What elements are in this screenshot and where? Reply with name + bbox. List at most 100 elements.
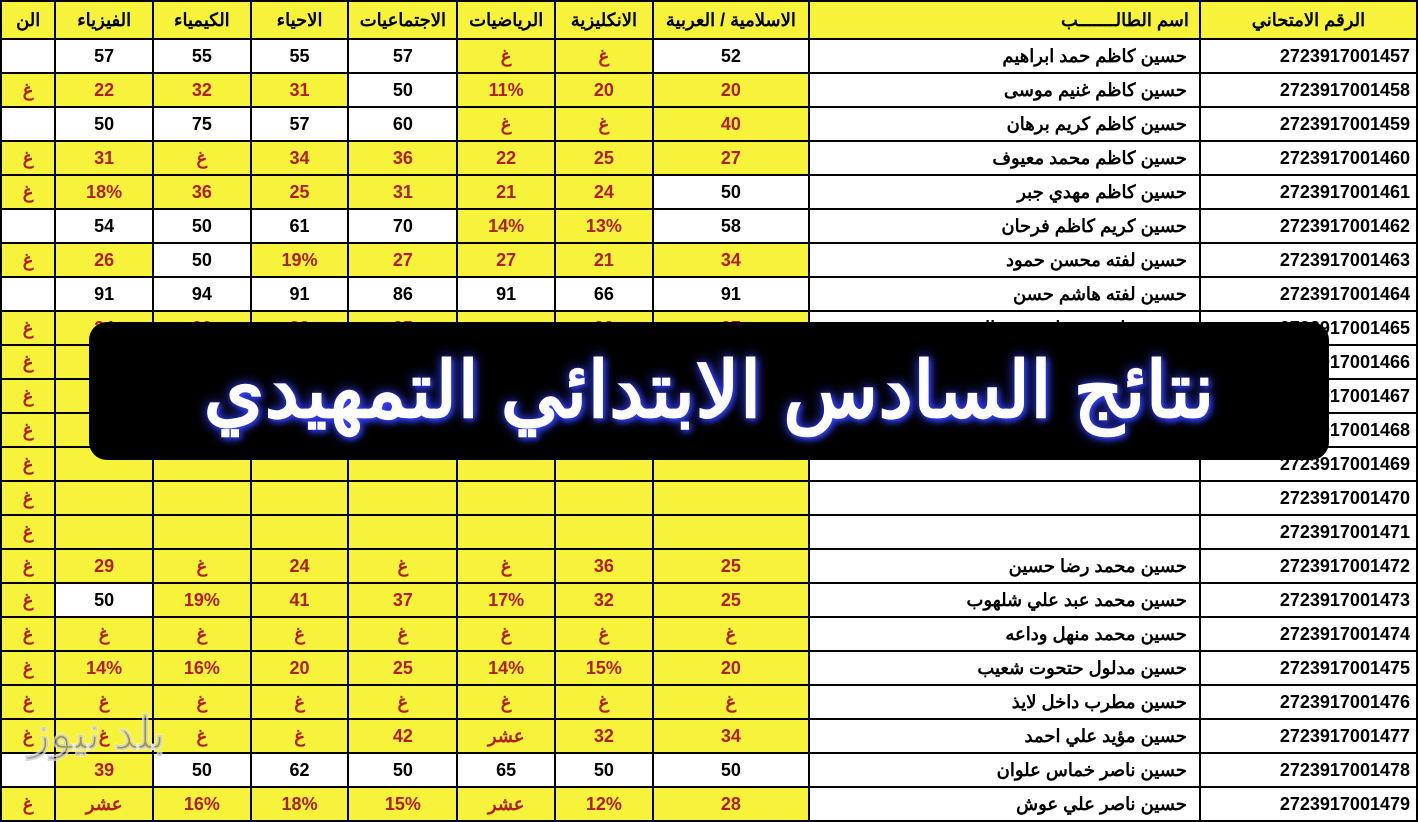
cell-score — [55, 481, 153, 515]
table-row: 2723917001476حسين مطرب داخل لايذغغغغغغغغ — [1, 685, 1417, 719]
cell-student-name: حسين محمد رضا حسين — [809, 549, 1200, 583]
cell-score: 50 — [55, 583, 153, 617]
cell-score: 50 — [153, 209, 251, 243]
cell-exam-no: 2723917001476 — [1200, 685, 1417, 719]
cell-score: 70 — [348, 209, 457, 243]
cell-score: غ — [653, 617, 809, 651]
cell-score: 20 — [555, 73, 653, 107]
cell-score: عشر — [457, 787, 555, 821]
cell-score: 21 — [457, 175, 555, 209]
cell-score: 16% — [153, 651, 251, 685]
cell-score: 34 — [251, 141, 349, 175]
cell-score: 60 — [348, 107, 457, 141]
table-row: 2723917001458حسين كاظم غنيم موسى202011%5… — [1, 73, 1417, 107]
cell-student-name: حسين مطرب داخل لايذ — [809, 685, 1200, 719]
table-row: 2723917001474حسين محمد منهل وداعهغغغغغغغ… — [1, 617, 1417, 651]
cell-score: 36 — [555, 549, 653, 583]
cell-score: 21 — [555, 243, 653, 277]
header-last: الن — [1, 1, 55, 39]
cell-score: 25 — [251, 175, 349, 209]
cell-score — [653, 515, 809, 549]
cell-score: غ — [653, 685, 809, 719]
cell-score: 55 — [251, 39, 349, 73]
cell-score: 20 — [653, 73, 809, 107]
header-english: الانكليزية — [555, 1, 653, 39]
cell-score: 50 — [153, 243, 251, 277]
header-physics: الفيزياء — [55, 1, 153, 39]
cell-score: 66 — [555, 277, 653, 311]
cell-score: 61 — [251, 209, 349, 243]
cell-score — [251, 515, 349, 549]
cell-score: غ — [251, 617, 349, 651]
cell-score: غ — [457, 107, 555, 141]
header-name: اسم الطالـــــــب — [809, 1, 1200, 39]
cell-exam-no: 2723917001474 — [1200, 617, 1417, 651]
cell-score: 31 — [251, 73, 349, 107]
cell-score: 25 — [653, 583, 809, 617]
cell-score: 50 — [653, 175, 809, 209]
table-row: 2723917001473حسين محمد عبد علي شلهوب2532… — [1, 583, 1417, 617]
cell-score: 40 — [653, 107, 809, 141]
cell-exam-no: 2723917001471 — [1200, 515, 1417, 549]
cell-score: 15% — [348, 787, 457, 821]
cell-score: 37 — [348, 583, 457, 617]
cell-score — [457, 515, 555, 549]
cell-score: 32 — [555, 583, 653, 617]
cell-score: غ — [1, 515, 55, 549]
cell-score: 57 — [348, 39, 457, 73]
cell-score: 65 — [457, 753, 555, 787]
cell-score: غ — [55, 617, 153, 651]
cell-score: 27 — [457, 243, 555, 277]
cell-score: 94 — [153, 277, 251, 311]
cell-score: 11% — [457, 73, 555, 107]
cell-exam-no: 2723917001460 — [1200, 141, 1417, 175]
cell-student-name: حسين كاظم حمد ابراهيم — [809, 39, 1200, 73]
table-row: 2723917001462حسين كريم كاظم فرحان5813%14… — [1, 209, 1417, 243]
cell-score: 91 — [457, 277, 555, 311]
cell-score: 50 — [153, 753, 251, 787]
cell-exam-no: 2723917001479 — [1200, 787, 1417, 821]
cell-score: 15% — [555, 651, 653, 685]
cell-score: غ — [1, 175, 55, 209]
cell-exam-no: 2723917001472 — [1200, 549, 1417, 583]
cell-exam-no: 2723917001470 — [1200, 481, 1417, 515]
cell-score: غ — [555, 39, 653, 73]
cell-score: 27 — [348, 243, 457, 277]
cell-score: غ — [555, 107, 653, 141]
cell-student-name: حسين محمد عبد علي شلهوب — [809, 583, 1200, 617]
cell-score: 26 — [55, 243, 153, 277]
cell-score: 36 — [153, 175, 251, 209]
cell-score: غ — [1, 345, 55, 379]
cell-score: 50 — [55, 107, 153, 141]
cell-score: غ — [1, 73, 55, 107]
cell-score: 91 — [251, 277, 349, 311]
table-row: 2723917001472حسين محمد رضا حسين2536غغ24غ… — [1, 549, 1417, 583]
cell-score: 25 — [653, 549, 809, 583]
cell-score: عشر — [55, 787, 153, 821]
cell-student-name: حسين لفته هاشم حسن — [809, 277, 1200, 311]
cell-student-name: حسين كاظم محمد معيوف — [809, 141, 1200, 175]
cell-exam-no: 2723917001461 — [1200, 175, 1417, 209]
cell-score — [153, 515, 251, 549]
cell-score: 28 — [653, 787, 809, 821]
cell-score — [653, 481, 809, 515]
cell-score: غ — [348, 685, 457, 719]
cell-score — [1, 107, 55, 141]
watermark: بلد نيوز — [28, 706, 166, 760]
cell-score: 14% — [457, 209, 555, 243]
cell-score: غ — [1, 243, 55, 277]
cell-score: غ — [1, 651, 55, 685]
table-header-row: الرقم الامتحاني اسم الطالـــــــب الاسلا… — [1, 1, 1417, 39]
header-math: الرياضيات — [457, 1, 555, 39]
cell-score: غ — [348, 617, 457, 651]
cell-score: 32 — [153, 73, 251, 107]
cell-score: 34 — [653, 243, 809, 277]
cell-student-name: حسين كاظم مهدي جبر — [809, 175, 1200, 209]
table-row: 2723917001471 غ — [1, 515, 1417, 549]
table-row: 2723917001464حسين لفته هاشم حسن916691869… — [1, 277, 1417, 311]
cell-exam-no: 2723917001459 — [1200, 107, 1417, 141]
cell-score: 12% — [555, 787, 653, 821]
cell-score: 19% — [153, 583, 251, 617]
cell-score: غ — [153, 141, 251, 175]
table-row: 2723917001477حسين مؤيد علي احمد3432عشر42… — [1, 719, 1417, 753]
